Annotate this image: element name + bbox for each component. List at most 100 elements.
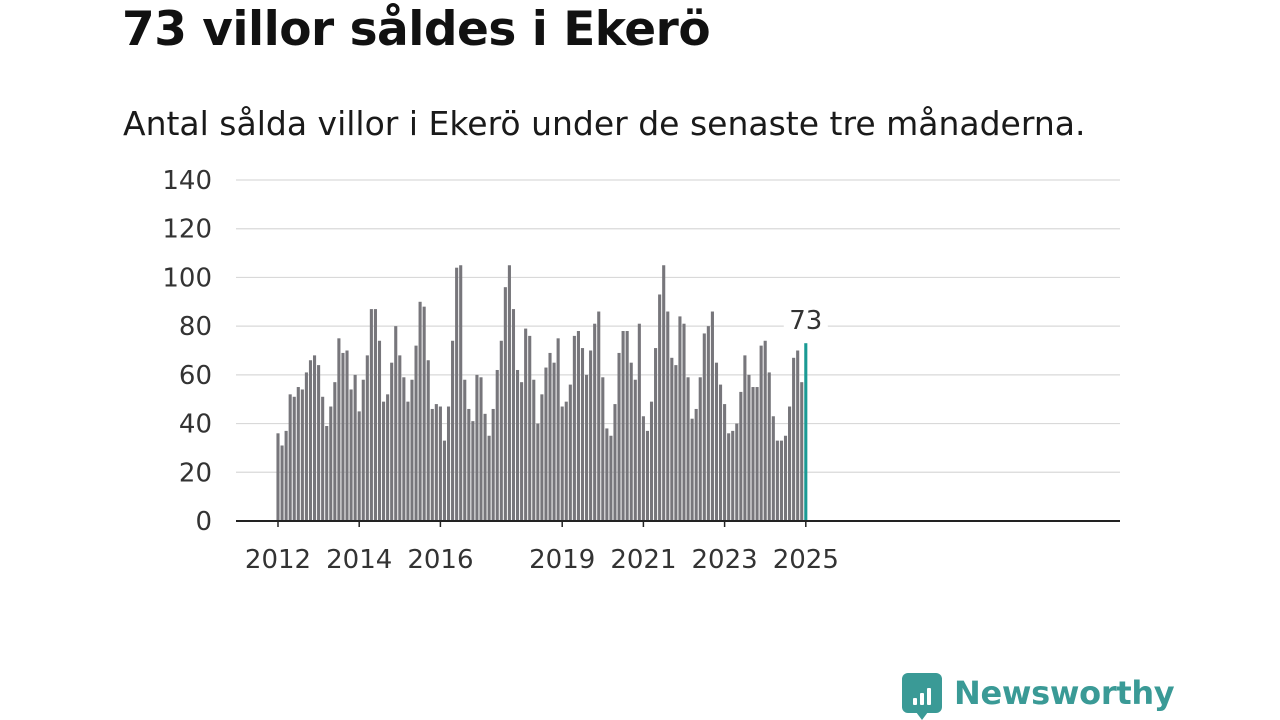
bar	[357, 411, 361, 521]
bar	[674, 365, 678, 521]
chart-bubble-icon	[902, 673, 942, 720]
x-tick-label: 2025	[773, 545, 839, 575]
bar	[779, 440, 783, 521]
bar	[467, 408, 471, 521]
bar	[792, 357, 796, 521]
bar	[552, 362, 556, 521]
bar	[723, 404, 727, 521]
bar	[276, 433, 280, 521]
bar	[731, 430, 735, 521]
bar	[637, 323, 641, 521]
bar	[451, 340, 455, 521]
bar	[394, 326, 398, 521]
bar	[589, 350, 593, 521]
bar	[430, 408, 434, 521]
bar	[402, 377, 406, 521]
bar	[580, 348, 585, 521]
bar	[499, 340, 503, 521]
bar	[418, 301, 422, 521]
bar	[317, 365, 321, 521]
bar	[345, 350, 349, 521]
bars	[276, 265, 808, 521]
bar	[410, 379, 414, 521]
bar	[633, 379, 637, 521]
bar	[710, 311, 714, 521]
chart-subtitle: Antal sålda villor i Ekerö under de sena…	[123, 104, 1086, 143]
logo-text: Newsworthy	[954, 674, 1175, 712]
bar	[455, 267, 459, 521]
bar	[759, 345, 763, 521]
bar	[422, 306, 426, 521]
bar	[386, 394, 390, 521]
bar	[507, 265, 511, 521]
x-tick-label: 2023	[692, 545, 758, 575]
bar	[690, 418, 694, 521]
bar	[698, 377, 702, 521]
bar	[524, 328, 528, 521]
y-tick-label: 0	[195, 507, 212, 537]
bar	[706, 326, 710, 521]
bar	[532, 379, 536, 521]
bar	[718, 384, 723, 521]
x-tick-label: 2019	[529, 545, 595, 575]
bar	[495, 369, 499, 521]
bar	[548, 352, 552, 521]
bar	[353, 374, 357, 521]
annotations: 73	[783, 303, 828, 336]
bar	[321, 396, 325, 521]
y-tick-label: 120	[162, 215, 212, 245]
bar	[438, 406, 442, 521]
y-tick-label: 20	[179, 458, 212, 488]
bar	[325, 426, 329, 521]
bar	[491, 408, 495, 521]
bar	[601, 377, 605, 521]
bar	[771, 416, 775, 521]
bar	[743, 355, 747, 521]
bar	[361, 379, 365, 521]
bar	[682, 323, 686, 521]
bar	[341, 352, 345, 521]
bar	[666, 311, 670, 521]
bar	[373, 309, 377, 521]
bar	[739, 391, 743, 521]
x-tick-label: 2012	[245, 545, 311, 575]
bar	[788, 406, 792, 521]
bar	[649, 401, 654, 521]
bar	[390, 362, 394, 521]
y-axis-ticks: 0 20 40 60 80 100 120 140	[162, 166, 212, 537]
bar	[503, 287, 507, 521]
bar	[369, 309, 373, 521]
bar	[645, 430, 650, 521]
data-label: 73	[789, 306, 822, 336]
bar	[560, 406, 564, 521]
bar	[678, 316, 682, 521]
bar	[556, 338, 560, 521]
bar	[292, 396, 296, 521]
bar-highlight	[804, 343, 808, 521]
bar	[459, 265, 463, 521]
bar	[349, 389, 353, 521]
bar	[727, 433, 731, 521]
bar	[576, 331, 580, 521]
bar	[714, 362, 719, 521]
x-tick-label: 2016	[407, 545, 473, 575]
x-axis: 2012 2014 2016 2019 2021 2023 2025	[236, 520, 1120, 575]
bar	[540, 394, 544, 521]
x-tick-label: 2014	[326, 545, 392, 575]
y-tick-label: 140	[162, 166, 212, 196]
bar	[312, 355, 317, 521]
bar	[511, 309, 516, 521]
bar	[658, 294, 662, 521]
bar	[434, 404, 438, 521]
bar	[783, 435, 788, 521]
bar	[694, 408, 698, 521]
bar	[597, 311, 601, 521]
bar	[329, 406, 333, 521]
bar	[755, 387, 759, 521]
bar	[662, 265, 666, 521]
bar	[686, 377, 690, 521]
bar	[544, 367, 548, 521]
bar	[735, 423, 739, 521]
y-tick-label: 40	[179, 410, 212, 440]
